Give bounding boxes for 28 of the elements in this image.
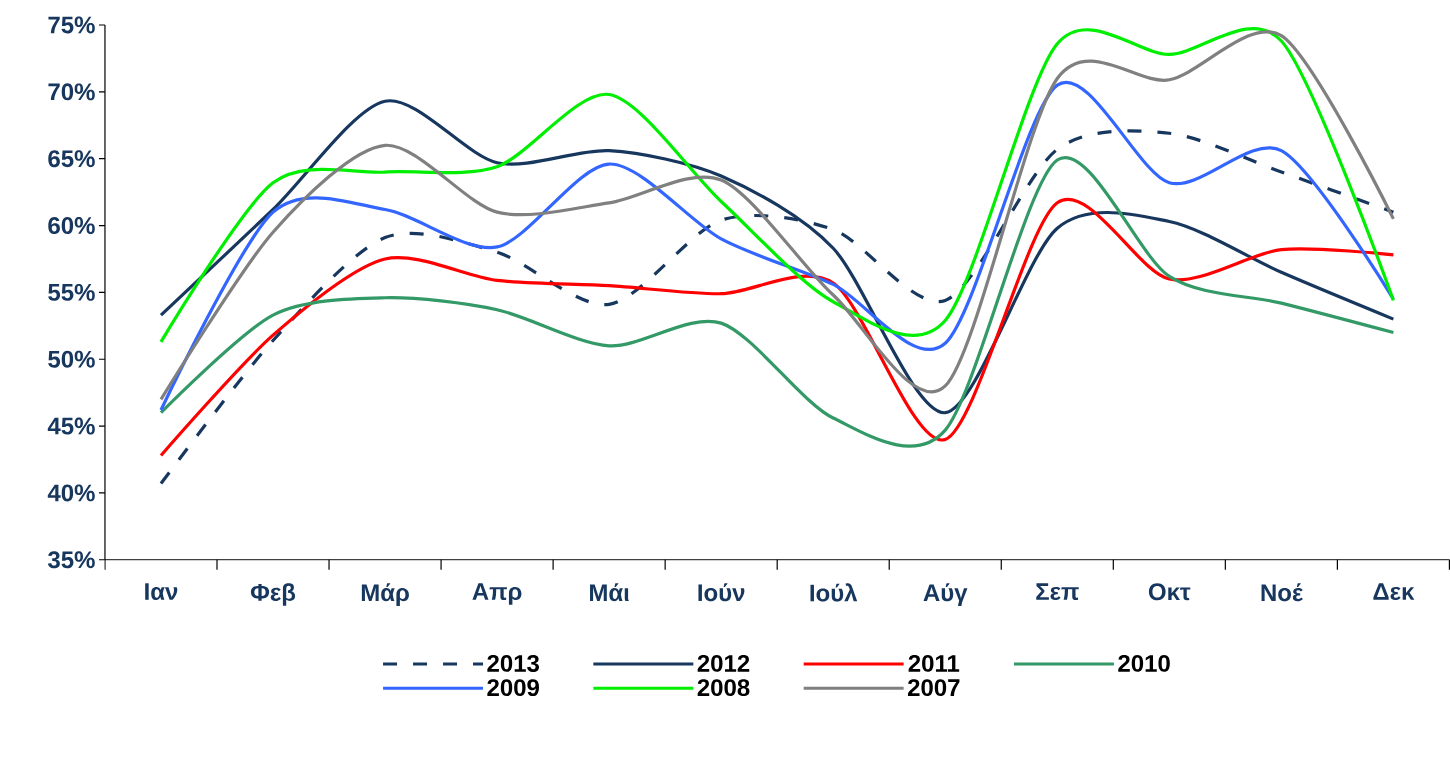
legend-label: 2011 xyxy=(908,655,960,673)
legend-label: 2013 xyxy=(487,655,540,673)
x-tick-label: Αύγ xyxy=(923,583,968,607)
y-tick-label: 35% xyxy=(47,551,95,569)
x-tick-label: Μάι xyxy=(590,583,630,602)
x-tick-label: Σεπ xyxy=(1036,583,1079,601)
y-tick-label: 70% xyxy=(48,83,95,101)
legend-label: 2012 xyxy=(697,655,750,673)
x-tick-label: Ιαν xyxy=(145,583,178,601)
y-tick-label: 40% xyxy=(47,484,95,502)
y-tick-label: 45% xyxy=(47,417,95,435)
x-tick-label: Απρ xyxy=(472,583,522,605)
y-tick-label: 55% xyxy=(48,284,95,301)
y-tick-label: 75% xyxy=(48,16,95,34)
legend-label: 2009 xyxy=(487,679,539,697)
x-tick-label: Ιούλ xyxy=(810,583,858,602)
y-tick-label: 60% xyxy=(48,217,95,235)
x-tick-label: Οκτ xyxy=(1148,583,1191,601)
y-tick-label: 50% xyxy=(48,350,95,368)
legend-label: 2010 xyxy=(1118,655,1170,673)
y-tick-label: 65% xyxy=(48,150,95,168)
x-tick-label: Νοέ xyxy=(1261,583,1303,602)
legend-label: 2007 xyxy=(907,679,960,697)
x-tick-label: Φεβ xyxy=(250,583,296,606)
x-tick-label: Μάρ xyxy=(361,583,409,607)
x-tick-label: Ιούν xyxy=(698,583,745,602)
x-tick-label: Δεκ xyxy=(1373,583,1415,601)
legend-label: 2008 xyxy=(697,679,750,697)
